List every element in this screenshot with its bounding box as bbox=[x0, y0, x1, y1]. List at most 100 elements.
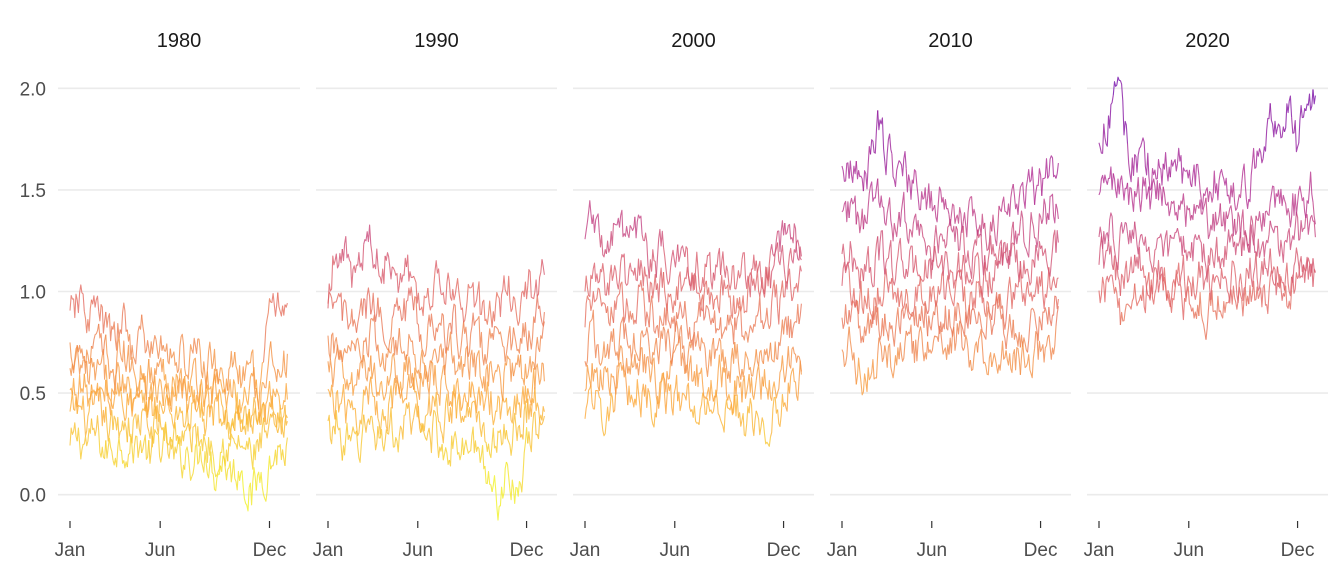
series-line-2000-14 bbox=[784, 315, 793, 339]
series-line-2020-26 bbox=[1248, 215, 1257, 253]
series-line-1980-4 bbox=[169, 373, 178, 413]
series-line-2020-25 bbox=[1276, 266, 1286, 291]
series-line-1990-9 bbox=[470, 349, 479, 377]
series-line-2020-24 bbox=[1162, 276, 1171, 303]
series-line-2010-23 bbox=[1048, 155, 1057, 179]
series-line-2010-23 bbox=[998, 196, 1007, 213]
series-line-1990-10 bbox=[455, 321, 465, 360]
x-tick-label: Jun bbox=[145, 540, 176, 561]
series-line-2010-18 bbox=[955, 320, 964, 351]
series-line-2020-25 bbox=[1126, 254, 1136, 283]
series-line-2010-21 bbox=[920, 259, 929, 283]
series-line-1980-5 bbox=[98, 304, 107, 334]
series-line-2000-17 bbox=[791, 223, 800, 261]
series-line-2020-28 bbox=[1205, 187, 1214, 203]
series-line-2000-13 bbox=[598, 366, 607, 391]
series-line-2020-24 bbox=[1248, 280, 1257, 305]
series-line-1990-9 bbox=[527, 355, 536, 376]
series-line-2020-25 bbox=[1283, 262, 1293, 297]
series-line-1990-7 bbox=[405, 373, 415, 400]
series-line-2020-26 bbox=[1305, 214, 1314, 235]
series-line-2000-15 bbox=[748, 315, 757, 334]
series-line-2020-25 bbox=[1134, 246, 1142, 271]
series-line-2010-21 bbox=[884, 239, 893, 275]
series-line-2000-14 bbox=[655, 326, 665, 365]
series-line-2000-13 bbox=[591, 363, 600, 391]
series-line-2000-16 bbox=[677, 271, 686, 300]
series-line-2020-28 bbox=[1155, 158, 1164, 186]
series-line-2000-16 bbox=[655, 267, 665, 303]
series-line-1980-3 bbox=[127, 376, 136, 417]
series-line-2000-13 bbox=[734, 375, 743, 403]
series-line-2010-18 bbox=[869, 354, 879, 380]
series-line-1990-8 bbox=[391, 353, 400, 391]
series-line-2010-23 bbox=[884, 133, 893, 176]
series-line-2000-14 bbox=[798, 303, 802, 325]
series-line-1990-7 bbox=[470, 400, 479, 423]
series-line-2020-28 bbox=[1291, 117, 1300, 153]
series-line-2000-14 bbox=[641, 327, 650, 347]
series-line-1980-1 bbox=[126, 415, 136, 444]
series-line-2010-23 bbox=[991, 205, 1000, 247]
series-line-2000-15 bbox=[598, 288, 607, 313]
series-line-1990-9 bbox=[434, 343, 443, 364]
series-line-2000-12 bbox=[641, 383, 650, 409]
series-line-1990-7 bbox=[334, 390, 343, 420]
series-line-1980-0 bbox=[248, 467, 257, 506]
series-line-1990-8 bbox=[520, 385, 529, 418]
series-line-2000-14 bbox=[705, 338, 714, 377]
series-line-1990-8 bbox=[455, 378, 465, 412]
series-line-1990-8 bbox=[441, 364, 450, 406]
series-line-1990-6 bbox=[384, 407, 393, 442]
series-line-1990-6 bbox=[441, 444, 450, 466]
series-line-1990-6 bbox=[463, 439, 471, 455]
series-line-1980-2 bbox=[198, 401, 207, 437]
series-line-2000-14 bbox=[741, 351, 750, 378]
series-line-2000-13 bbox=[641, 347, 650, 374]
series-line-2000-16 bbox=[734, 297, 743, 315]
series-line-1980-5 bbox=[105, 311, 114, 342]
series-line-2020-24 bbox=[1262, 277, 1271, 315]
series-line-1990-7 bbox=[377, 408, 386, 435]
series-line-1980-0 bbox=[90, 415, 100, 437]
series-line-1990-8 bbox=[491, 395, 500, 426]
series-line-2000-17 bbox=[620, 209, 629, 238]
series-line-2020-26 bbox=[1298, 214, 1307, 241]
series-line-2000-14 bbox=[791, 303, 800, 339]
series-line-2000-15 bbox=[791, 278, 800, 302]
series-line-2010-19 bbox=[1012, 319, 1021, 348]
series-line-2000-16 bbox=[784, 247, 793, 290]
series-line-2000-17 bbox=[748, 254, 757, 298]
series-line-1990-6 bbox=[448, 431, 457, 467]
series-line-1980-2 bbox=[90, 382, 100, 402]
series-line-2010-23 bbox=[919, 187, 929, 211]
series-line-2000-12 bbox=[691, 405, 700, 425]
series-line-2020-24 bbox=[1255, 286, 1264, 308]
series-line-2010-21 bbox=[948, 269, 957, 289]
series-line-2000-12 bbox=[705, 398, 714, 415]
series-line-1980-0 bbox=[227, 458, 236, 483]
series-line-2010-20 bbox=[848, 270, 857, 308]
series-line-2020-28 bbox=[1141, 137, 1150, 177]
series-line-2000-14 bbox=[691, 331, 700, 347]
series-line-1990-6 bbox=[370, 415, 379, 451]
series-line-2000-17 bbox=[684, 246, 693, 292]
series-line-1980-2 bbox=[263, 402, 272, 425]
series-line-2000-15 bbox=[691, 302, 700, 351]
series-line-1980-2 bbox=[105, 379, 114, 409]
series-line-1990-8 bbox=[534, 362, 543, 390]
series-line-2020-26 bbox=[1119, 221, 1129, 234]
series-line-2020-27 bbox=[1276, 188, 1286, 207]
series-line-2010-21 bbox=[898, 237, 907, 280]
series-line-1990-6 bbox=[348, 426, 358, 442]
series-line-1990-11 bbox=[484, 300, 493, 328]
series-line-1990-11 bbox=[491, 291, 500, 328]
series-line-2000-12 bbox=[634, 379, 643, 418]
series-line-1990-8 bbox=[413, 367, 422, 400]
series-line-1990-11 bbox=[513, 296, 522, 326]
panel-title: 2010 bbox=[928, 30, 973, 52]
series-line-1980-2 bbox=[126, 388, 135, 412]
series-line-2020-27 bbox=[1105, 166, 1114, 190]
series-line-1990-10 bbox=[520, 322, 529, 351]
x-tick-label: Jun bbox=[402, 540, 433, 561]
